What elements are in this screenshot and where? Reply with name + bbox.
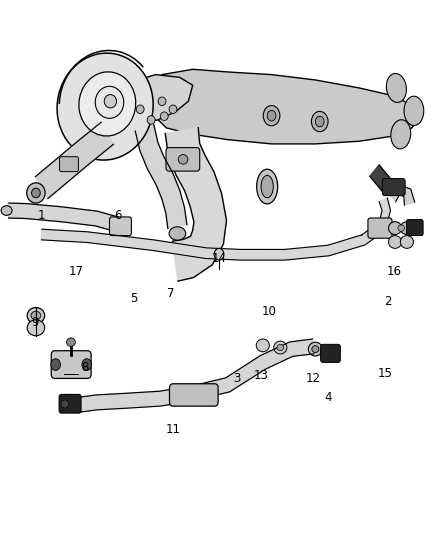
Text: 8: 8 — [82, 361, 89, 374]
Ellipse shape — [32, 188, 40, 198]
FancyBboxPatch shape — [166, 148, 200, 171]
Polygon shape — [76, 339, 314, 413]
Text: 17: 17 — [69, 265, 84, 278]
Text: 4: 4 — [325, 391, 332, 403]
Ellipse shape — [386, 74, 406, 102]
Ellipse shape — [67, 338, 75, 346]
Text: 9: 9 — [31, 316, 39, 329]
Text: 3: 3 — [233, 372, 240, 385]
Text: 10: 10 — [262, 305, 277, 318]
Polygon shape — [155, 69, 420, 144]
Ellipse shape — [308, 342, 322, 356]
Ellipse shape — [274, 341, 287, 354]
Ellipse shape — [257, 169, 278, 204]
Ellipse shape — [169, 227, 186, 240]
Ellipse shape — [277, 344, 284, 351]
Ellipse shape — [267, 110, 276, 121]
Text: 15: 15 — [378, 367, 393, 379]
Polygon shape — [42, 229, 364, 260]
Ellipse shape — [27, 183, 45, 203]
Ellipse shape — [61, 400, 69, 408]
Ellipse shape — [256, 339, 269, 352]
Ellipse shape — [400, 236, 413, 248]
FancyBboxPatch shape — [59, 394, 81, 413]
FancyBboxPatch shape — [321, 344, 340, 362]
Ellipse shape — [398, 225, 405, 231]
Ellipse shape — [1, 206, 12, 215]
Ellipse shape — [214, 248, 224, 260]
Text: 7: 7 — [167, 287, 175, 300]
Ellipse shape — [315, 116, 324, 127]
Text: 12: 12 — [306, 372, 321, 385]
Text: 14: 14 — [212, 252, 226, 265]
Polygon shape — [135, 125, 187, 229]
Ellipse shape — [136, 105, 144, 114]
Ellipse shape — [57, 53, 153, 160]
FancyBboxPatch shape — [406, 220, 423, 236]
Ellipse shape — [391, 120, 411, 149]
Ellipse shape — [389, 222, 402, 235]
Ellipse shape — [311, 111, 328, 132]
Polygon shape — [35, 122, 113, 199]
Text: 11: 11 — [166, 423, 180, 435]
Text: 5: 5 — [130, 292, 137, 305]
FancyBboxPatch shape — [60, 157, 78, 172]
Polygon shape — [370, 165, 392, 192]
Ellipse shape — [178, 155, 188, 164]
Polygon shape — [9, 203, 126, 234]
Ellipse shape — [312, 346, 319, 353]
Polygon shape — [389, 184, 415, 205]
Text: 2: 2 — [384, 295, 392, 308]
Ellipse shape — [27, 320, 45, 336]
Ellipse shape — [82, 359, 92, 370]
Ellipse shape — [400, 222, 413, 235]
Ellipse shape — [104, 94, 117, 108]
Ellipse shape — [51, 359, 60, 370]
Text: 6: 6 — [114, 209, 122, 222]
Ellipse shape — [160, 112, 168, 120]
Ellipse shape — [389, 236, 402, 248]
FancyBboxPatch shape — [51, 351, 91, 378]
FancyBboxPatch shape — [368, 218, 392, 238]
Ellipse shape — [261, 175, 273, 198]
Polygon shape — [165, 128, 226, 281]
Ellipse shape — [31, 311, 41, 320]
Polygon shape — [116, 75, 193, 124]
Ellipse shape — [79, 72, 136, 136]
Polygon shape — [361, 198, 391, 245]
FancyBboxPatch shape — [382, 179, 405, 196]
Text: 13: 13 — [253, 369, 268, 382]
Ellipse shape — [404, 96, 424, 126]
Text: 1: 1 — [38, 209, 46, 222]
Ellipse shape — [27, 308, 45, 324]
Ellipse shape — [158, 97, 166, 106]
Ellipse shape — [95, 86, 124, 118]
Ellipse shape — [263, 106, 280, 126]
FancyBboxPatch shape — [170, 384, 218, 406]
Ellipse shape — [169, 105, 177, 114]
FancyBboxPatch shape — [110, 217, 131, 236]
Ellipse shape — [147, 116, 155, 124]
Text: 16: 16 — [387, 265, 402, 278]
